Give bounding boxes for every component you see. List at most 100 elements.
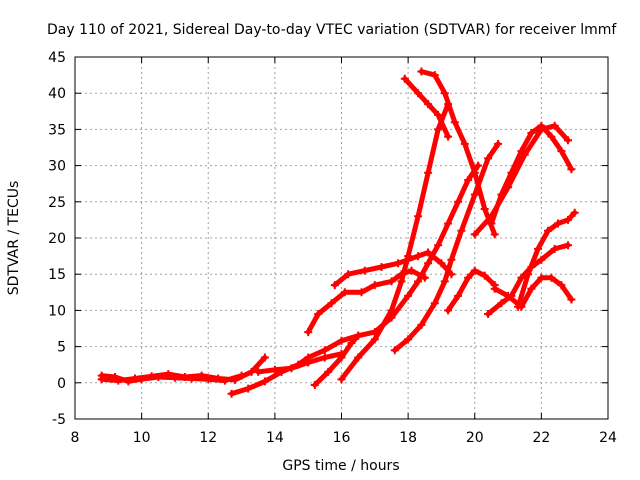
data-point [430,71,439,80]
y-tick-label: 15 [48,267,66,283]
data-point [440,277,449,286]
data-point [324,367,333,376]
data-point [444,132,453,141]
data-point [484,154,493,163]
data-point [430,299,439,308]
data-point [357,288,366,297]
series-trace-17 [514,208,579,311]
data-point [337,375,346,384]
data-point [320,346,329,355]
x-tick-label: 12 [199,430,217,446]
data-point [404,252,413,261]
data-point [354,353,363,362]
data-point [414,277,423,286]
data-point [420,273,429,282]
y-tick-label: 25 [48,195,66,211]
y-tick-label: 30 [48,159,66,175]
series-line [418,69,498,237]
series-line [445,268,498,313]
data-point [390,346,399,355]
data-point [424,100,433,109]
data-point [484,310,493,318]
data-point [490,284,499,293]
chart-title: Day 110 of 2021, Sidereal Day-to-day VTE… [47,22,617,38]
series-line [305,268,428,335]
data-point [564,136,572,145]
data-point [570,208,579,217]
series-line [492,275,574,310]
x-tick-label: 10 [133,430,151,446]
data-point [434,241,443,250]
data-point [437,259,446,268]
data-point [254,367,263,376]
data-point [517,147,526,156]
data-point [537,121,546,130]
x-tick-label: 8 [71,430,80,446]
data-point [354,331,363,340]
data-point [360,266,369,275]
data-point [470,190,479,199]
data-point [557,281,566,290]
data-point [537,255,546,264]
series-trace-11 [417,67,499,239]
data-point [387,306,396,315]
data-point [97,375,106,384]
y-tick-label: 10 [48,303,66,319]
data-point [480,271,489,280]
x-tick-label: 14 [266,430,284,446]
data-point [434,125,443,134]
data-point [564,241,572,250]
series-group [97,67,579,398]
data-point [440,89,449,98]
data-point [454,197,463,206]
data-point [514,302,523,311]
data-point [470,266,479,275]
series-line [339,101,451,382]
data-point [260,377,269,386]
data-point [337,353,346,362]
y-tick-label: 45 [48,50,66,66]
data-point [314,310,323,318]
data-point [447,255,456,264]
data-point [480,205,489,213]
grid [75,57,608,419]
series-trace-14 [487,121,576,228]
data-point [454,291,463,300]
data-point [370,335,379,344]
data-point [504,291,513,300]
y-tick-label: 0 [57,376,66,392]
data-point [214,374,223,383]
data-point [340,288,349,297]
data-point [320,353,329,362]
series-trace-3 [227,161,483,398]
data-point [230,375,239,384]
x-axis-label: GPS time / hours [282,458,399,474]
data-point [550,244,559,253]
data-point [397,277,406,286]
data-point [567,295,576,304]
data-point [404,291,413,300]
data-point [424,168,433,177]
x-tick-label: 24 [599,430,617,446]
data-point [527,284,536,293]
data-point [414,212,423,221]
data-point [147,372,156,381]
data-point [131,374,139,383]
y-axis-label: SDTVAR / TECUs [6,181,22,296]
series-trace-2 [97,353,269,385]
data-point [524,270,533,279]
data-point [457,226,466,235]
data-point [387,277,396,286]
data-point [164,370,173,379]
data-point [327,299,336,308]
data-point [487,219,496,228]
data-point [537,273,546,282]
data-point [564,215,572,224]
series-trace-13 [470,121,572,239]
data-point [304,358,313,367]
data-point [434,110,443,119]
series-line [332,250,454,288]
data-point [470,168,479,177]
data-point [377,263,386,271]
data-point [244,384,253,393]
